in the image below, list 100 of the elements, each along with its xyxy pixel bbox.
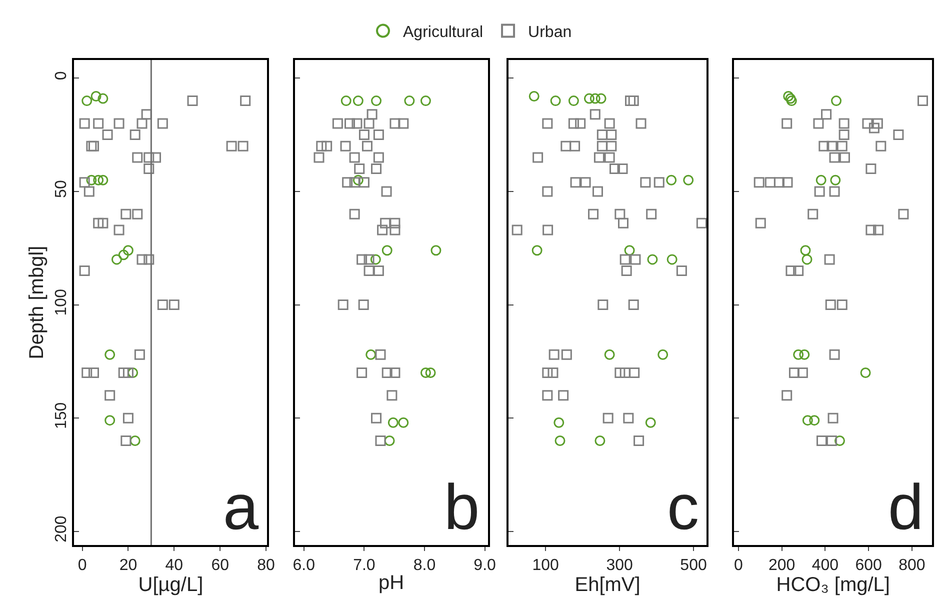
point [826, 140, 838, 152]
point [782, 177, 793, 188]
point [788, 368, 800, 378]
point [366, 109, 378, 120]
point [380, 218, 391, 228]
point [628, 300, 639, 310]
point [430, 245, 442, 256]
point [349, 152, 360, 163]
point [646, 208, 657, 220]
point [596, 130, 608, 140]
point [356, 368, 368, 378]
point [168, 300, 180, 310]
point [755, 218, 766, 228]
point [375, 349, 386, 360]
point [584, 93, 594, 104]
point [338, 300, 348, 310]
point [120, 208, 132, 220]
point [561, 349, 572, 360]
point [826, 436, 837, 446]
point [782, 390, 792, 401]
point [793, 266, 804, 276]
x-tick-label: 600 [855, 557, 882, 574]
point [322, 140, 332, 152]
point [79, 118, 90, 129]
point [568, 96, 579, 106]
point [829, 186, 840, 197]
point [398, 118, 409, 129]
point [354, 164, 365, 174]
point [774, 177, 785, 188]
point [554, 417, 564, 428]
point [377, 224, 388, 236]
point [647, 254, 658, 265]
x-tick-label: 0 [734, 557, 744, 574]
point [802, 415, 813, 426]
x-tick-label: 20 [119, 557, 138, 574]
point [596, 93, 606, 104]
point [898, 208, 909, 220]
point [226, 140, 237, 152]
point [79, 266, 90, 276]
point [358, 130, 370, 140]
point [831, 96, 842, 106]
point [824, 254, 835, 265]
x-tick-label: 400 [812, 557, 839, 574]
point [834, 436, 845, 446]
point [114, 118, 124, 129]
x-axis-title: U[µg/L] [138, 574, 204, 596]
point [666, 254, 678, 265]
point [558, 390, 569, 401]
point [829, 152, 840, 163]
point [364, 254, 374, 265]
point [86, 174, 97, 186]
point [130, 130, 140, 140]
point [866, 224, 876, 236]
y-tick-label: 150 [52, 402, 70, 430]
point [825, 300, 836, 310]
point [528, 91, 540, 102]
point [90, 91, 102, 102]
y-tick-label: 200 [52, 516, 70, 542]
point [120, 436, 132, 446]
point [623, 412, 634, 424]
point [654, 177, 664, 188]
point [836, 140, 848, 152]
point [364, 266, 374, 276]
point [876, 140, 886, 152]
point [144, 152, 154, 163]
point [532, 245, 542, 256]
point [754, 177, 764, 188]
point [588, 208, 599, 220]
point [373, 130, 384, 140]
point [816, 174, 826, 186]
point [610, 164, 620, 174]
point [602, 412, 614, 424]
point [352, 96, 364, 106]
point [634, 436, 644, 446]
point [606, 140, 617, 152]
point [598, 300, 608, 310]
point [604, 118, 615, 129]
point [98, 174, 108, 186]
point [590, 93, 600, 104]
point [404, 96, 415, 106]
point [111, 254, 122, 265]
x-tick-label: 8.0 [413, 557, 436, 574]
x-tick-label: 6.0 [292, 557, 316, 574]
point [358, 300, 369, 310]
point [782, 118, 792, 129]
point [104, 415, 116, 426]
point [548, 349, 560, 360]
x-tick-label: 500 [680, 557, 707, 574]
point [144, 254, 154, 265]
point [696, 218, 707, 228]
point [362, 140, 372, 152]
point [542, 390, 553, 401]
point [594, 436, 606, 446]
point [371, 96, 382, 106]
point [425, 368, 436, 378]
point [542, 186, 553, 197]
point [614, 368, 626, 378]
point [809, 415, 820, 426]
point [808, 208, 818, 220]
x-tick-label: 80 [257, 557, 276, 574]
